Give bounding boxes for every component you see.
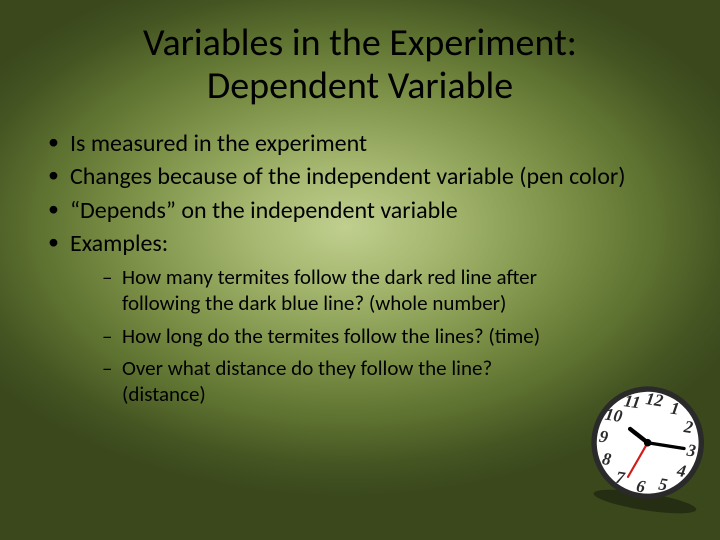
bullet-text: Changes because of the independent varia… bbox=[70, 162, 626, 191]
sub-bullet-text: How many termites follow the dark red li… bbox=[122, 264, 537, 316]
sub-bullet-text: Over what distance do they follow the li… bbox=[122, 355, 492, 407]
bullet-list: Is measured in the experiment Changes be… bbox=[30, 129, 690, 407]
bullet-item: Is measured in the experiment bbox=[48, 129, 690, 158]
bullet-item: “Depends” on the independent variable bbox=[48, 196, 690, 225]
bullet-item: Changes because of the independent varia… bbox=[48, 162, 690, 191]
clock-icon: 12 1 2 3 4 5 6 7 8 9 10 11 bbox=[573, 373, 720, 522]
bullet-text: Examples: bbox=[70, 229, 168, 258]
svg-text:12: 12 bbox=[644, 389, 664, 411]
bullet-text: “Depends” on the independent variable bbox=[70, 196, 458, 225]
title-line-2: Dependent Variable bbox=[207, 63, 513, 109]
title-line-1: Variables in the Experiment: bbox=[143, 20, 577, 66]
svg-text:11: 11 bbox=[623, 391, 642, 412]
sub-bullet-item: How many termites follow the dark red li… bbox=[102, 264, 690, 317]
bullet-text: Is measured in the experiment bbox=[70, 129, 367, 158]
slide: Variables in the Experiment: Dependent V… bbox=[0, 0, 720, 540]
sub-bullet-text: How long do the termites follow the line… bbox=[122, 323, 540, 349]
svg-text:10: 10 bbox=[604, 405, 624, 427]
slide-title: Variables in the Experiment: Dependent V… bbox=[30, 22, 690, 107]
sub-bullet-item: How long do the termites follow the line… bbox=[102, 323, 690, 349]
